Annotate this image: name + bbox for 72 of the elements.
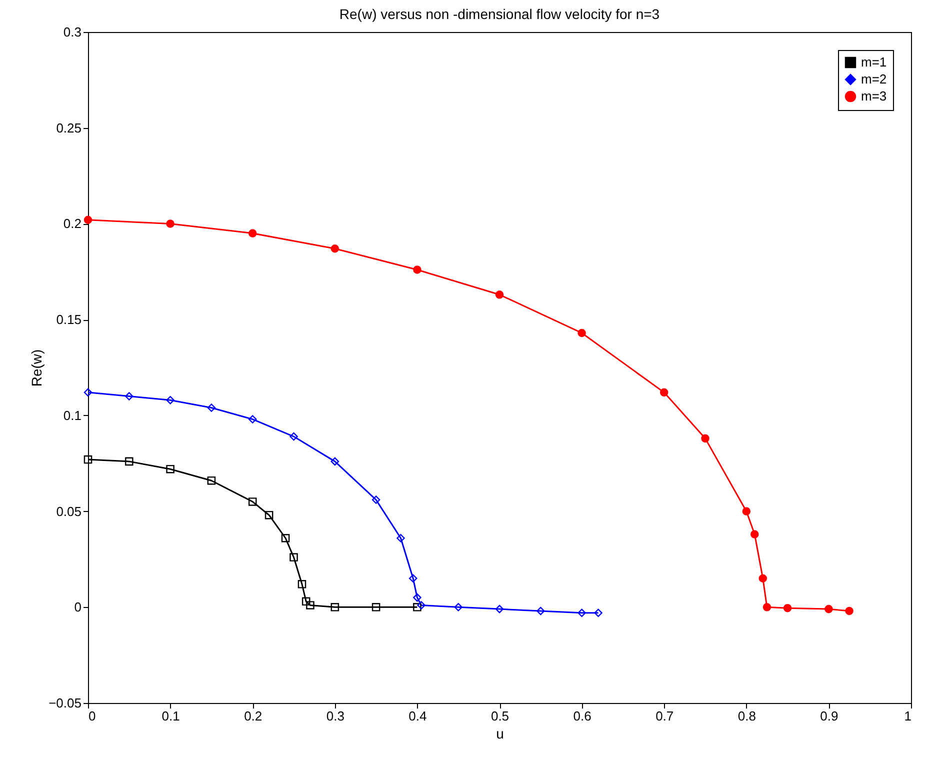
legend-label: m=1	[861, 54, 887, 70]
point	[264, 510, 274, 520]
point	[701, 434, 710, 443]
point	[207, 476, 216, 485]
point	[413, 266, 422, 274]
point	[302, 597, 310, 606]
point	[306, 601, 314, 610]
x-tick-label: 0.7	[656, 708, 674, 724]
x-tick-label: 0.9	[820, 708, 838, 724]
point	[166, 220, 174, 228]
point	[396, 534, 405, 542]
point	[578, 608, 586, 618]
point	[330, 244, 340, 253]
point	[84, 388, 92, 397]
y-tick-label: 0.05	[56, 504, 82, 519]
point	[125, 392, 134, 400]
x-tick-label: 0.3	[326, 708, 344, 724]
x-tick-label: 0.5	[490, 708, 510, 724]
chart-title: Re(w) versus non -dimensional flow velocity for n=3	[339, 6, 660, 22]
point	[742, 507, 751, 516]
y-axis-title: Re(w)	[28, 349, 45, 387]
point	[495, 604, 504, 614]
y-tick-label: 0.1	[63, 408, 82, 423]
x-tick-label: 0.6	[573, 708, 592, 724]
point	[660, 388, 668, 397]
point	[408, 574, 418, 583]
point	[413, 603, 422, 612]
point	[454, 603, 462, 612]
y-tick-label: −0.05	[48, 696, 82, 710]
point	[413, 593, 422, 602]
point	[330, 603, 340, 612]
point	[290, 432, 298, 441]
y-tick-label: 0	[74, 600, 82, 615]
y-tick-label: 0.25	[56, 120, 82, 136]
point	[758, 574, 767, 583]
x-tick-label: 0.4	[408, 708, 427, 724]
legend-label: m=2	[861, 72, 887, 86]
point	[578, 328, 586, 338]
point	[290, 553, 298, 562]
y-tick-label: 0.2	[63, 216, 82, 232]
point	[207, 404, 216, 412]
point	[248, 229, 257, 238]
x-tick-label: 0	[88, 708, 96, 724]
point	[762, 603, 772, 612]
point	[166, 464, 174, 474]
point	[166, 396, 174, 404]
x-axis-title: u	[496, 726, 504, 742]
point	[536, 606, 545, 616]
point	[84, 455, 92, 464]
point	[248, 498, 257, 506]
x-tick-label: 0.1	[162, 708, 180, 724]
y-tick-label: 0.3	[63, 24, 82, 40]
point	[417, 601, 426, 610]
point	[495, 290, 504, 299]
point	[783, 604, 792, 612]
point	[298, 580, 306, 588]
point	[372, 496, 380, 504]
point	[281, 534, 290, 542]
point	[372, 603, 380, 612]
x-tick-label: 1	[904, 708, 912, 724]
point	[125, 457, 134, 466]
point	[84, 216, 92, 224]
point	[824, 604, 833, 614]
x-tick-label: 0.2	[244, 708, 262, 724]
x-tick-label: 0.8	[738, 708, 756, 724]
point	[845, 606, 854, 616]
point	[330, 457, 340, 466]
point	[594, 608, 602, 618]
legend-label: m=3	[861, 88, 887, 104]
point	[248, 415, 257, 424]
y-tick-label: 0.15	[56, 312, 82, 328]
point	[750, 530, 759, 538]
